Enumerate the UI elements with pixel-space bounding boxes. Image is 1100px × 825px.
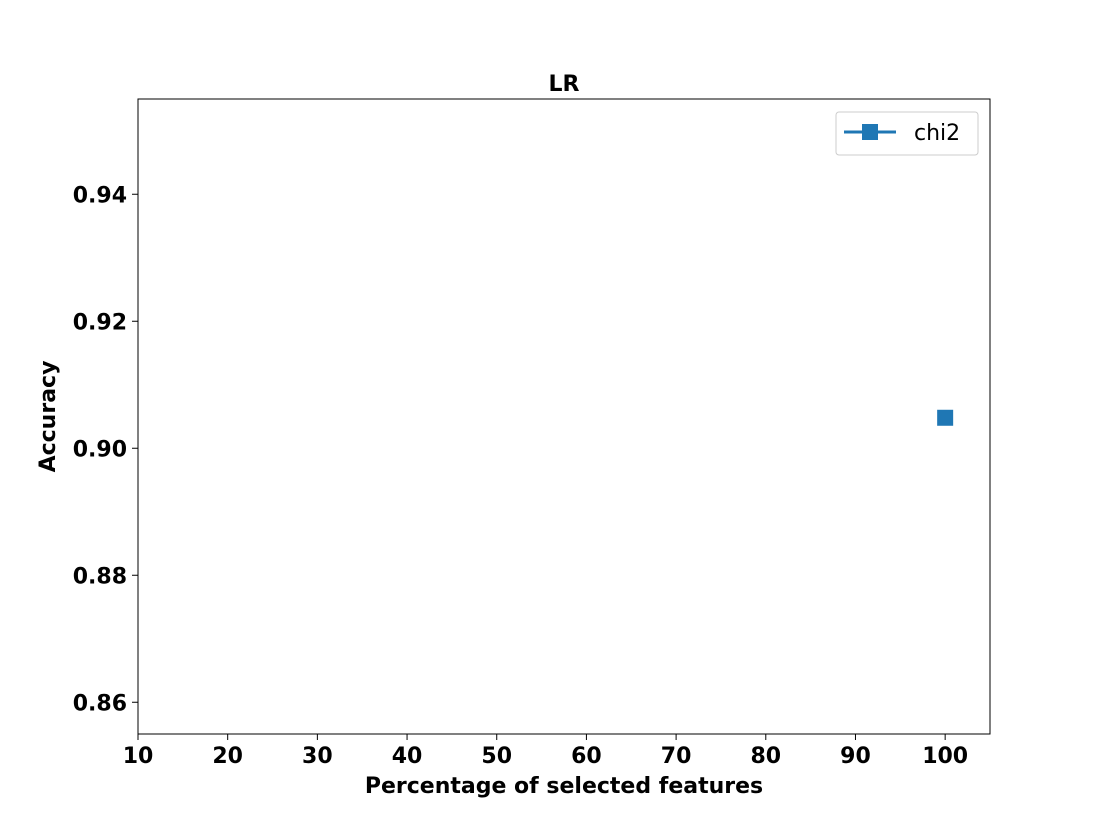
- series-layer: [937, 409, 954, 426]
- x-tick-label: 10: [123, 744, 154, 769]
- legend: chi2: [835, 111, 979, 156]
- x-tick-label: 40: [392, 744, 423, 769]
- y-tick-label: 0.86: [73, 691, 127, 716]
- y-axis-label: Accuracy: [36, 361, 61, 473]
- x-tick-label: 60: [571, 744, 602, 769]
- x-tick-label: 80: [750, 744, 781, 769]
- x-axis: 10 20 30 40 50 60 70 80 90 100: [123, 734, 968, 769]
- x-tick-label: 50: [481, 744, 512, 769]
- data-point-chi2: [937, 409, 954, 426]
- legend-label-chi2: chi2: [914, 121, 960, 146]
- y-tick-label: 0.94: [73, 183, 127, 208]
- x-tick-label: 70: [661, 744, 692, 769]
- y-tick-label: 0.88: [73, 564, 127, 589]
- plot-area-frame: [137, 98, 991, 735]
- legend-box: [835, 111, 979, 156]
- chart-title: LR: [549, 72, 580, 97]
- x-tick-label: 90: [840, 744, 871, 769]
- x-tick-label: 100: [922, 744, 968, 769]
- y-tick-label: 0.92: [73, 310, 127, 335]
- y-tick-label: 0.90: [73, 437, 127, 462]
- x-tick-label: 20: [212, 744, 243, 769]
- y-axis: 0.86 0.88 0.90 0.92 0.94: [73, 183, 138, 716]
- x-axis-label: Percentage of selected features: [365, 774, 763, 799]
- x-tick-label: 30: [302, 744, 333, 769]
- legend-marker-chi2: [862, 124, 878, 140]
